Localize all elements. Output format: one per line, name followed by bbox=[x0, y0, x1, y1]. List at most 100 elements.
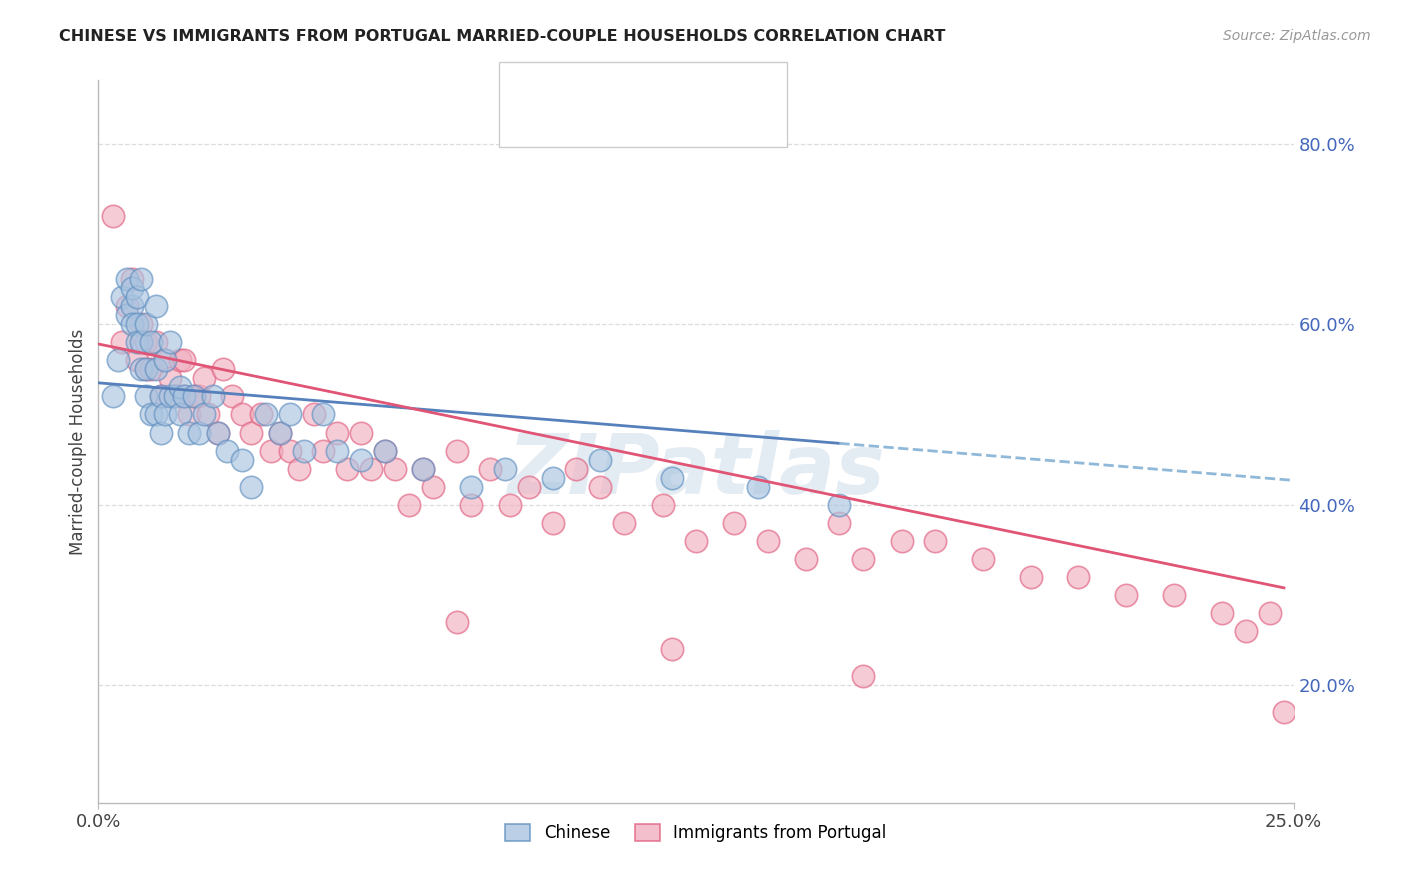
Point bbox=[111, 335, 134, 350]
Point bbox=[312, 408, 335, 422]
Point bbox=[193, 408, 215, 422]
Point bbox=[852, 669, 875, 683]
Point bbox=[254, 408, 277, 422]
Point bbox=[259, 443, 281, 458]
Point bbox=[1019, 570, 1042, 584]
Point bbox=[221, 389, 243, 403]
Point bbox=[828, 516, 851, 530]
Point bbox=[589, 452, 612, 467]
Point bbox=[159, 371, 181, 385]
Point bbox=[723, 516, 745, 530]
Point bbox=[479, 461, 502, 475]
Point bbox=[661, 471, 683, 485]
Point bbox=[565, 461, 588, 475]
Point bbox=[107, 353, 129, 368]
Point bbox=[169, 380, 191, 394]
Point bbox=[159, 335, 181, 350]
Point bbox=[828, 498, 851, 512]
Point bbox=[250, 408, 273, 422]
Point bbox=[149, 425, 172, 440]
Point bbox=[972, 552, 994, 566]
Point bbox=[179, 408, 201, 422]
Point bbox=[187, 389, 209, 403]
Point bbox=[139, 362, 162, 376]
Point bbox=[422, 480, 444, 494]
Point bbox=[589, 480, 612, 494]
Point bbox=[278, 408, 301, 422]
Point bbox=[197, 408, 219, 422]
Point bbox=[685, 533, 707, 548]
Point bbox=[217, 443, 239, 458]
Point bbox=[924, 533, 946, 548]
Point bbox=[1115, 588, 1137, 602]
Text: R = -0.128   N = 57: R = -0.128 N = 57 bbox=[553, 78, 745, 97]
Point bbox=[163, 389, 186, 403]
Point bbox=[756, 533, 779, 548]
Point bbox=[159, 389, 181, 403]
Point bbox=[269, 425, 291, 440]
Point bbox=[211, 362, 233, 376]
Point bbox=[613, 516, 636, 530]
Text: CHINESE VS IMMIGRANTS FROM PORTUGAL MARRIED-COUPLE HOUSEHOLDS CORRELATION CHART: CHINESE VS IMMIGRANTS FROM PORTUGAL MARR… bbox=[59, 29, 945, 44]
Point bbox=[131, 272, 153, 286]
Point bbox=[498, 498, 520, 512]
Point bbox=[121, 317, 143, 331]
Point bbox=[169, 408, 191, 422]
Point bbox=[131, 317, 153, 331]
Point bbox=[101, 209, 124, 223]
Point bbox=[155, 353, 177, 368]
Point bbox=[131, 335, 153, 350]
Point bbox=[312, 443, 335, 458]
Point bbox=[1067, 570, 1090, 584]
Point bbox=[240, 425, 263, 440]
Point bbox=[169, 353, 191, 368]
Point bbox=[125, 353, 148, 368]
Point bbox=[207, 425, 229, 440]
Point bbox=[336, 461, 359, 475]
Point bbox=[541, 471, 564, 485]
Point bbox=[890, 533, 912, 548]
Point bbox=[350, 452, 373, 467]
Point bbox=[446, 443, 468, 458]
Point bbox=[1272, 706, 1295, 720]
Point bbox=[374, 443, 396, 458]
Point bbox=[193, 371, 215, 385]
Point bbox=[398, 498, 420, 512]
Point bbox=[202, 389, 225, 403]
Point bbox=[1258, 606, 1281, 620]
Point bbox=[121, 272, 143, 286]
Text: R = -0.375   N = 73: R = -0.375 N = 73 bbox=[553, 109, 745, 128]
Point bbox=[207, 425, 229, 440]
Point bbox=[541, 516, 564, 530]
Point bbox=[794, 552, 817, 566]
Point bbox=[145, 299, 167, 313]
Point bbox=[288, 461, 311, 475]
Point bbox=[1234, 624, 1257, 639]
Point bbox=[131, 362, 153, 376]
Point bbox=[187, 425, 209, 440]
Point bbox=[155, 353, 177, 368]
Point bbox=[179, 425, 201, 440]
Point bbox=[145, 408, 167, 422]
Point bbox=[135, 317, 157, 331]
Point bbox=[240, 480, 263, 494]
Point bbox=[661, 642, 683, 657]
Point bbox=[326, 443, 349, 458]
Point bbox=[155, 408, 177, 422]
Point bbox=[350, 425, 373, 440]
Point bbox=[125, 290, 148, 304]
Point bbox=[460, 498, 482, 512]
Point bbox=[101, 389, 124, 403]
Point bbox=[173, 389, 195, 403]
Point bbox=[135, 335, 157, 350]
Point bbox=[115, 272, 138, 286]
Point bbox=[1163, 588, 1185, 602]
Point bbox=[269, 425, 291, 440]
Point bbox=[412, 461, 434, 475]
Point bbox=[302, 408, 325, 422]
Point bbox=[460, 480, 482, 494]
Point bbox=[135, 362, 157, 376]
Point bbox=[183, 389, 205, 403]
Point bbox=[384, 461, 406, 475]
Point bbox=[125, 317, 148, 331]
